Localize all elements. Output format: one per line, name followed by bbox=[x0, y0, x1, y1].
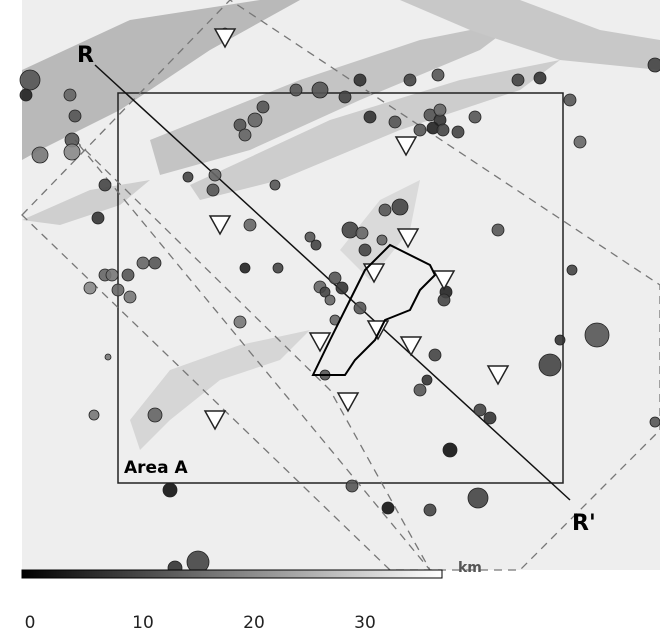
earthquake bbox=[468, 488, 488, 508]
map-figure: R R' Area A km 0 10 20 30 bbox=[0, 0, 660, 637]
earthquake bbox=[432, 69, 444, 81]
earthquake bbox=[248, 113, 262, 127]
earthquake bbox=[311, 240, 321, 250]
scale-tick: 0 bbox=[25, 613, 36, 633]
earthquake bbox=[539, 354, 561, 376]
earthquake bbox=[555, 335, 565, 345]
earthquake bbox=[312, 82, 328, 98]
earthquake bbox=[105, 354, 111, 360]
earthquake bbox=[364, 111, 376, 123]
scale-tick: 20 bbox=[243, 613, 265, 633]
earthquake bbox=[244, 219, 256, 231]
earthquake bbox=[404, 74, 416, 86]
earthquake bbox=[240, 263, 250, 273]
earthquake bbox=[124, 291, 136, 303]
earthquake bbox=[564, 94, 576, 106]
earthquake bbox=[163, 483, 177, 497]
profile-end-label: R' bbox=[572, 511, 596, 536]
earthquake bbox=[377, 235, 387, 245]
earthquake bbox=[356, 227, 368, 239]
earthquake bbox=[379, 204, 391, 216]
earthquake bbox=[422, 375, 432, 385]
earthquake bbox=[424, 504, 436, 516]
earthquake bbox=[392, 199, 408, 215]
earthquake bbox=[290, 84, 302, 96]
earthquake bbox=[106, 269, 118, 281]
earthquake bbox=[437, 124, 449, 136]
earthquake bbox=[64, 144, 80, 160]
earthquake bbox=[122, 269, 134, 281]
earthquake bbox=[469, 111, 481, 123]
earthquake bbox=[650, 417, 660, 427]
earthquake bbox=[429, 349, 441, 361]
earthquake bbox=[92, 212, 104, 224]
earthquake bbox=[339, 91, 351, 103]
earthquake bbox=[574, 136, 586, 148]
earthquake bbox=[64, 89, 76, 101]
earthquake bbox=[567, 265, 577, 275]
earthquake bbox=[84, 282, 96, 294]
profile-start-label: R bbox=[77, 43, 94, 68]
earthquake bbox=[534, 72, 546, 84]
earthquake bbox=[648, 58, 660, 72]
earthquake bbox=[183, 172, 193, 182]
earthquake bbox=[354, 302, 366, 314]
earthquake bbox=[137, 257, 149, 269]
scale-unit: km bbox=[458, 560, 482, 576]
scale-tick: 30 bbox=[354, 613, 376, 633]
earthquake bbox=[325, 295, 335, 305]
earthquake bbox=[434, 104, 446, 116]
earthquake bbox=[89, 410, 99, 420]
earthquake bbox=[234, 316, 246, 328]
earthquake bbox=[414, 384, 426, 396]
earthquake bbox=[148, 408, 162, 422]
earthquake bbox=[414, 124, 426, 136]
area-label: Area A bbox=[124, 458, 188, 478]
earthquake bbox=[99, 179, 111, 191]
earthquake bbox=[342, 222, 358, 238]
earthquake bbox=[346, 480, 358, 492]
earthquake bbox=[443, 443, 457, 457]
earthquake bbox=[492, 224, 504, 236]
earthquake bbox=[474, 404, 486, 416]
earthquake bbox=[336, 282, 348, 294]
earthquake bbox=[512, 74, 524, 86]
earthquake bbox=[20, 89, 32, 101]
earthquake bbox=[438, 294, 450, 306]
earthquake bbox=[209, 169, 221, 181]
earthquake bbox=[257, 101, 269, 113]
earthquake bbox=[32, 147, 48, 163]
earthquake bbox=[382, 502, 394, 514]
scale-bar bbox=[22, 570, 442, 578]
earthquake bbox=[452, 126, 464, 138]
earthquake bbox=[359, 244, 371, 256]
earthquake bbox=[112, 284, 124, 296]
earthquake bbox=[329, 272, 341, 284]
earthquake bbox=[149, 257, 161, 269]
earthquake bbox=[484, 412, 496, 424]
map: R R' Area A km 0 10 20 30 bbox=[0, 0, 660, 637]
earthquake bbox=[354, 74, 366, 86]
earthquake bbox=[273, 263, 283, 273]
earthquake bbox=[270, 180, 280, 190]
earthquake bbox=[207, 184, 219, 196]
earthquake bbox=[69, 110, 81, 122]
earthquake bbox=[239, 129, 251, 141]
earthquake bbox=[389, 116, 401, 128]
scale-tick: 10 bbox=[132, 613, 154, 633]
earthquake bbox=[20, 70, 40, 90]
earthquake bbox=[585, 323, 609, 347]
